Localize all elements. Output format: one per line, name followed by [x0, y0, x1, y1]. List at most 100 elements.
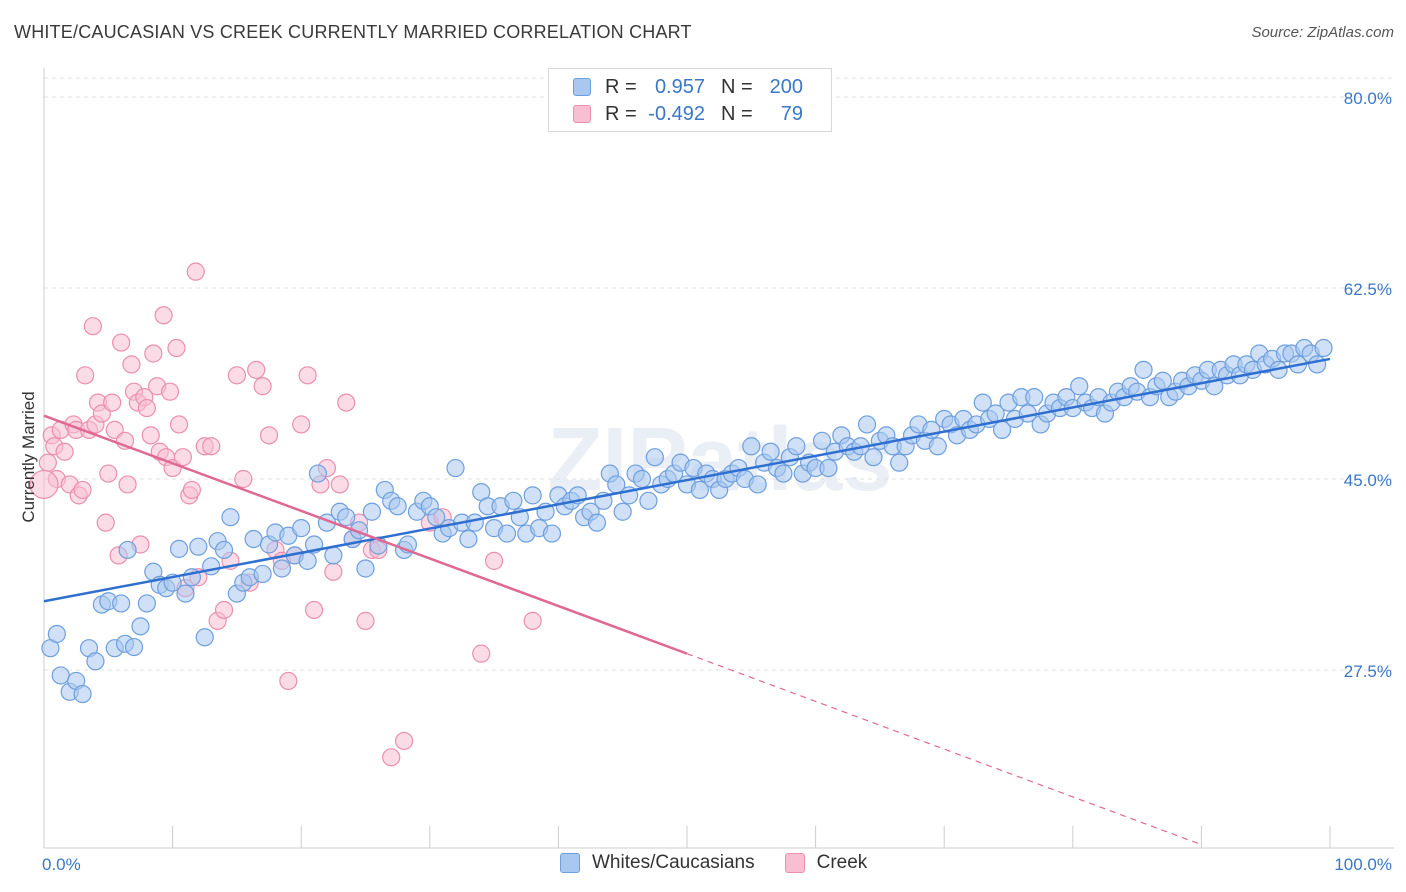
r-label: R =: [605, 102, 637, 125]
whites-point: [195, 628, 214, 647]
whites-point: [890, 453, 909, 472]
whites-point: [292, 519, 311, 538]
whites-point: [308, 464, 328, 483]
creek-point: [29, 469, 59, 500]
creek-point: [356, 611, 375, 630]
whites-point: [1314, 338, 1333, 358]
y-tick-label: 80.0%: [1344, 89, 1392, 108]
creek-point: [73, 480, 92, 500]
whites-point: [124, 637, 144, 657]
source-label: Source: ZipAtlas.com: [1251, 24, 1394, 41]
whites-legend-swatch: [560, 853, 580, 873]
whites-point: [504, 491, 523, 510]
creek-point: [55, 442, 74, 461]
creek-point: [83, 317, 102, 336]
whites-point: [761, 442, 780, 461]
whites-point: [189, 537, 208, 556]
creek-point: [279, 671, 298, 691]
stats-legend: R = 0.957 N = 200 R = -0.492 N = 79: [548, 68, 832, 132]
y-axis-label: Currently Married: [19, 391, 38, 522]
whites-point: [639, 491, 658, 510]
whites-point: [446, 458, 465, 478]
creek-point: [76, 366, 95, 385]
whites-point: [362, 502, 382, 521]
whites-point: [51, 666, 70, 685]
whites-point: [973, 393, 992, 412]
stats-row-whites: R = 0.957 N = 200: [573, 74, 803, 100]
creek-point: [337, 393, 356, 412]
whites-point: [497, 524, 517, 543]
whites-point: [112, 594, 131, 613]
y-tick-label: 27.5%: [1344, 662, 1392, 681]
creek-point: [247, 360, 266, 379]
whites-point: [1134, 360, 1153, 379]
r-value: 0.957: [654, 75, 705, 98]
whites-point: [298, 551, 317, 570]
whites-point: [221, 508, 240, 527]
legend-item-whites: Whites/Caucasians: [560, 852, 755, 874]
creek-point: [112, 333, 131, 352]
creek-point: [292, 415, 311, 434]
creek-points: [29, 262, 542, 767]
whites-point: [73, 684, 92, 704]
whites-point: [176, 584, 195, 603]
creek-point: [259, 426, 279, 445]
whites-point: [388, 497, 407, 516]
creek-point: [214, 600, 234, 620]
whites-legend-label: Whites/Caucasians: [592, 852, 755, 873]
whites-point: [356, 559, 375, 578]
creek-point: [160, 382, 180, 401]
creek-point: [324, 562, 343, 581]
whites-trend-line: [43, 357, 1331, 603]
y-tick-label: 62.5%: [1344, 280, 1392, 299]
x-tick-label: 100.0%: [1334, 855, 1392, 874]
whites-point: [613, 502, 632, 521]
x-tick-labels: 0.0% 100.0%: [42, 855, 1392, 874]
trend-lines: [43, 357, 1331, 846]
creek-point: [99, 464, 118, 483]
whites-point: [742, 437, 761, 456]
whites-point: [131, 617, 150, 636]
whites-point: [812, 431, 832, 450]
whites-point: [928, 437, 947, 456]
n-value: 200: [769, 75, 803, 98]
stats-row-creek: R = -0.492 N = 79: [573, 101, 803, 127]
whites-point: [748, 475, 767, 494]
n-value: 79: [780, 102, 803, 125]
r-label: R =: [605, 75, 637, 98]
creek-point: [330, 475, 349, 494]
creek-point: [137, 398, 156, 418]
whites-point: [819, 458, 838, 478]
x-tick-label: 0.0%: [42, 855, 81, 874]
whites-point: [587, 513, 607, 532]
whites-point: [645, 448, 664, 467]
chart-title: WHITE/CAUCASIAN VS CREEK CURRENTLY MARRI…: [14, 22, 692, 42]
creek-point: [182, 480, 201, 500]
whites-point: [427, 508, 446, 527]
n-label: N =: [721, 75, 753, 98]
creek-point: [103, 393, 122, 412]
creek-point: [472, 644, 491, 663]
whites-point: [337, 508, 356, 527]
whites-point: [632, 469, 652, 489]
whites-point: [1025, 388, 1044, 407]
creek-point: [144, 344, 163, 363]
creek-swatch: [573, 105, 591, 123]
r-value: -0.492: [648, 102, 705, 125]
creek-point: [298, 366, 317, 385]
whites-point: [324, 546, 343, 565]
whites-point: [465, 513, 484, 532]
y-tick-labels: 27.5% 45.0% 62.5% 80.0%: [1344, 89, 1392, 681]
whites-point: [787, 437, 806, 456]
whites-point: [542, 524, 562, 543]
whites-point: [244, 529, 263, 549]
whites-point: [47, 624, 66, 644]
creek-point: [38, 453, 57, 472]
whites-swatch: [573, 78, 591, 96]
whites-point: [118, 540, 137, 560]
creek-point: [394, 731, 414, 751]
creek-point: [169, 415, 189, 434]
whites-point: [137, 594, 156, 613]
creek-point: [122, 355, 141, 374]
